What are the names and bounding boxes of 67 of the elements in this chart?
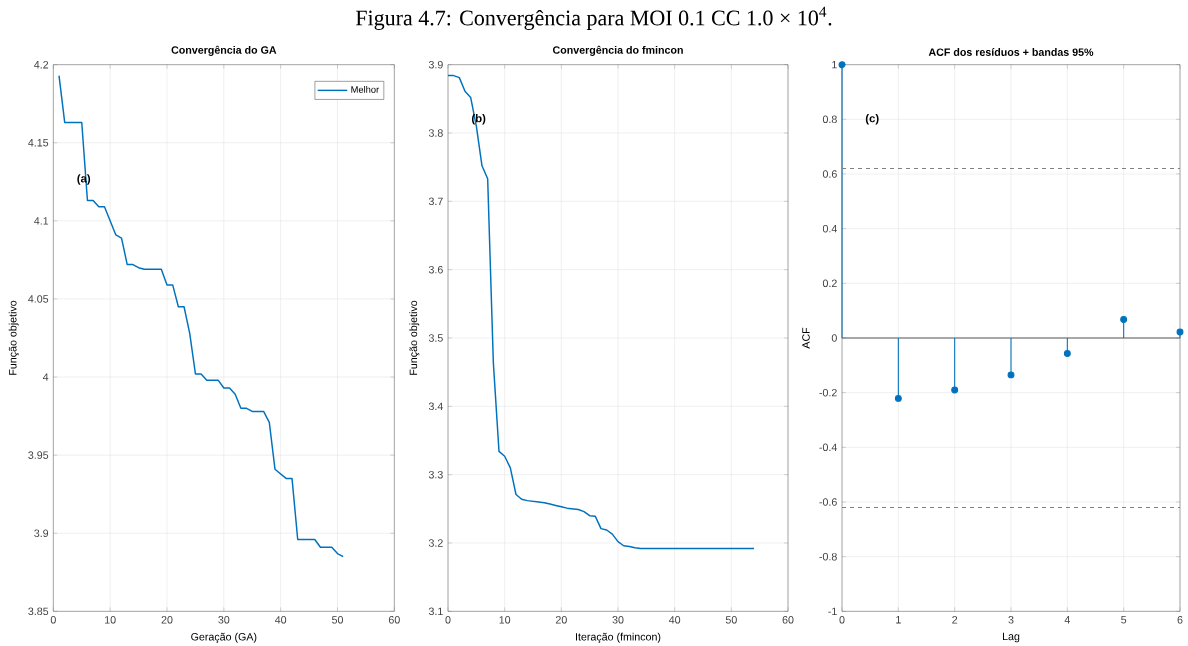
x-tick-label: 60 [782,616,794,624]
y-axis-title: Função objetivo [409,300,420,375]
x-axis-title: Lag [1002,632,1020,643]
y-tick-label: 3.9 [428,60,443,69]
x-tick-label: 5 [1121,616,1127,624]
x-tick-label: 1 [896,616,901,624]
x-tick-label: 20 [555,616,567,624]
y-axis-title: Função objetivo [8,300,19,375]
x-tick-label: 0 [445,616,451,624]
chart-title: Convergência do fmincon [552,45,683,56]
point [951,386,959,394]
x-axis-title: Iteração (fmincon) [576,632,661,643]
x-tick-label: 60 [388,616,400,624]
y-tick-label: 3.8 [428,129,443,137]
x-tick-label: 3 [1008,616,1014,624]
y-tick-label: 3.9 [34,529,49,538]
y-tick-label: 3.95 [28,451,49,459]
y-tick-label: 3.7 [428,197,443,206]
x-tick-label: 40 [668,616,681,624]
x-tick-label: 4 [1064,616,1070,624]
y-tick-label: -0.6 [819,498,837,506]
y-tick-label: 1 [832,60,837,69]
y-tick-label: 3.85 [28,607,49,616]
annotation: (c) [865,114,879,125]
y-tick-label: -0.8 [819,552,837,561]
y-tick-label: -1 [828,607,837,615]
y-tick-label: -0.2 [819,388,837,397]
y-tick-label: 3.6 [428,265,443,274]
text: Figura 4.7: Convergência para MOI 0.1 CC 1.0 × 10$^{4}$. [355,6,832,30]
x-tick-label: 30 [612,616,624,624]
y-tick-label: 4.05 [28,295,49,303]
y-tick-label: 4 [42,373,49,381]
x-tick-label: 40 [274,616,287,624]
point [1063,350,1071,358]
chart-title: ACF dos resíduos + bandas 95% [928,48,1094,56]
y-axis-title: ACF [802,327,810,349]
x-tick-label: 50 [725,616,737,624]
x-tick-label: 50 [331,616,344,624]
point [838,61,846,69]
y-tick-label: 0.8 [822,115,837,124]
y-tick-label: 0.4 [822,224,837,233]
x-axis-title: Geração (GA) [191,632,257,643]
y-tick-label: 3.2 [428,539,443,547]
x-tick-label: 6 [1177,616,1183,624]
point [894,394,902,402]
x-tick-label: 0 [839,616,845,624]
y-tick-label: 4.15 [28,139,49,147]
x-tick-label: 10 [499,616,511,624]
x-tick-label: 20 [161,616,173,624]
y-tick-label: 3.4 [428,402,443,411]
y-tick-label: 3.5 [428,334,443,342]
y-tick-label: 3.3 [428,470,443,479]
legend-label: Melhor [351,86,379,93]
y-tick-label: 4.2 [34,60,49,69]
y-tick-label: 0 [831,334,837,342]
y-tick-label: 3.1 [428,607,443,616]
x-tick-label: 0 [50,616,56,624]
y-tick-label: 0.2 [822,279,837,288]
x-tick-label: 10 [105,616,116,624]
y-tick-label: 0.6 [822,170,837,178]
point [1007,371,1015,379]
point [1120,315,1128,323]
y-tick-label: -0.4 [819,443,837,452]
x-tick-label: 2 [952,616,958,624]
y-tick-label: 4.1 [34,217,49,225]
chart-title: Convergência do GA [171,45,277,56]
x-tick-label: 30 [218,616,230,624]
